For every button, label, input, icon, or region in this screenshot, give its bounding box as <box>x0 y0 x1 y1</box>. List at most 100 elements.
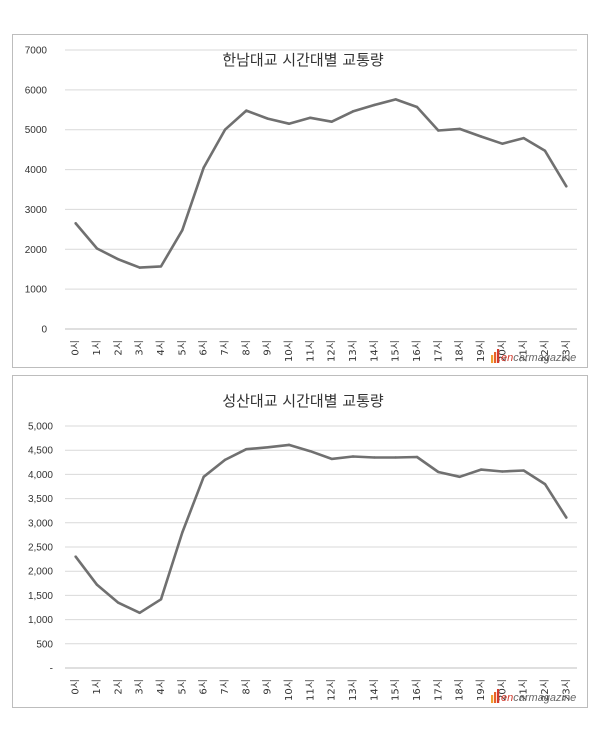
chart-panel-seongsan: - 500 1,000 1,500 2,000 2,500 3,000 3,500 4,000 4… <box>12 375 588 708</box>
x-tick-label: 8시 <box>240 679 252 695</box>
x-tick-label: 22시 <box>539 679 551 701</box>
data-point <box>266 446 269 449</box>
data-point <box>309 449 312 453</box>
data-point <box>437 470 440 474</box>
data-point <box>458 127 461 131</box>
data-point <box>394 456 397 459</box>
y-tick-label: - <box>50 664 53 675</box>
y-tick-label: 4,500 <box>28 446 53 457</box>
y-tick-label: 500 <box>36 639 53 650</box>
data-point <box>181 228 184 232</box>
x-tick-label: 15시 <box>390 340 402 362</box>
logo-bar <box>494 352 497 363</box>
chart-hannam: 0 1000 2000 3000 4000 5000 6000 7000 0시 1시 2시 3시 4시 5… <box>25 46 577 364</box>
x-tick-label: 18시 <box>454 679 466 701</box>
x-tick-label: 9시 <box>262 340 274 356</box>
x-tick-label: 2시 <box>112 340 124 356</box>
data-point <box>543 149 547 153</box>
x-tick-label: 5시 <box>176 340 188 356</box>
y-tick-label: 2000 <box>25 245 48 256</box>
data-point <box>245 109 248 112</box>
x-tick-label: 18시 <box>454 340 466 362</box>
x-tick-label: 3시 <box>134 679 146 695</box>
y-tick-label: 3000 <box>25 205 48 216</box>
data-point <box>287 443 291 447</box>
x-tick-label: 0시 <box>70 340 82 356</box>
x-tick-label: 7시 <box>219 679 231 695</box>
data-point <box>330 120 333 123</box>
x-tick-label: 13시 <box>347 679 359 701</box>
watermark-text: encarmagazine <box>501 692 576 704</box>
y-tick-label: 3,000 <box>28 518 53 529</box>
x-tick-label: 0시 <box>70 679 82 695</box>
y-tick-label: 4000 <box>25 165 48 176</box>
data-point <box>351 455 355 458</box>
x-tick-label: 16시 <box>411 679 423 701</box>
watermark-text: encarmagazine <box>501 352 576 364</box>
data-point <box>159 598 163 601</box>
x-tick-label: 10시 <box>283 679 295 701</box>
logo-bar <box>497 689 500 703</box>
data-point <box>479 135 483 138</box>
chart-title: 성산대교 시간대별 교통량 <box>222 392 384 410</box>
data-point <box>202 475 205 479</box>
x-tick-label: 4시 <box>155 340 167 356</box>
chart-panel-hannam: 0 1000 2000 3000 4000 5000 6000 7000 0시 1시 2시 3시 4시 5… <box>12 34 588 368</box>
x-tick-label: 1시 <box>91 679 103 695</box>
logo-bar <box>494 692 497 703</box>
x-tick-label: 23시 <box>560 679 572 701</box>
data-point <box>138 611 141 615</box>
data-point <box>543 482 547 486</box>
data-point <box>565 516 568 519</box>
data-point <box>309 116 312 119</box>
y-tick-label: 0 <box>41 325 47 336</box>
data-point <box>501 142 504 145</box>
y-tick-label: 4,000 <box>28 470 53 481</box>
data-point <box>501 470 504 473</box>
x-tick-label: 5시 <box>176 679 188 695</box>
x-tick-label: 21시 <box>518 340 530 362</box>
data-point <box>117 601 120 604</box>
y-tick-label: 3,500 <box>28 494 53 505</box>
x-tick-label: 6시 <box>198 340 210 356</box>
x-tick-label: 7시 <box>219 340 231 356</box>
x-tick-label: 20시 <box>496 340 508 362</box>
data-point <box>202 166 205 169</box>
x-tick-label: 10시 <box>283 340 295 362</box>
data-point <box>415 105 419 109</box>
y-tick-label: 5000 <box>25 125 48 136</box>
x-tick-label: 12시 <box>326 679 338 701</box>
x-tick-label: 13시 <box>347 340 359 362</box>
series-line <box>74 443 568 615</box>
chart-seongsan: - 500 1,000 1,500 2,000 2,500 3,000 3,500 4,000 4… <box>28 392 577 704</box>
data-point <box>437 129 440 132</box>
y-tick-label: 5,000 <box>28 422 53 433</box>
data-point <box>479 468 483 471</box>
data-point <box>330 457 333 461</box>
x-tick-label: 3시 <box>134 340 146 356</box>
watermark-logo: encarmagazine <box>491 349 576 364</box>
x-tick-label: 12시 <box>326 340 338 362</box>
chart-title: 한남대교 시간대별 교통량 <box>222 51 384 69</box>
x-tick-label: 19시 <box>475 679 487 701</box>
x-tick-label: 23시 <box>560 340 572 362</box>
x-tick-label: 11시 <box>304 679 316 701</box>
x-tick-label: 9시 <box>262 679 274 695</box>
x-tick-label: 4시 <box>155 679 167 695</box>
data-point <box>245 448 248 451</box>
logo-bar <box>491 355 494 363</box>
data-point <box>159 265 163 268</box>
data-point <box>95 247 99 250</box>
data-point <box>117 258 120 261</box>
y-tick-label: 1,500 <box>28 591 53 602</box>
x-tick-label: 21시 <box>518 679 530 701</box>
y-tick-label: 2,500 <box>28 543 53 554</box>
data-point <box>138 266 141 269</box>
x-tick-label: 6시 <box>198 679 210 695</box>
x-tick-label: 15시 <box>390 679 402 701</box>
y-tick-label: 1,000 <box>28 615 53 626</box>
watermark-logo: encarmagazine <box>491 689 576 704</box>
data-point <box>565 185 568 188</box>
y-tick-label: 7000 <box>25 46 48 57</box>
x-tick-label: 17시 <box>432 340 444 362</box>
